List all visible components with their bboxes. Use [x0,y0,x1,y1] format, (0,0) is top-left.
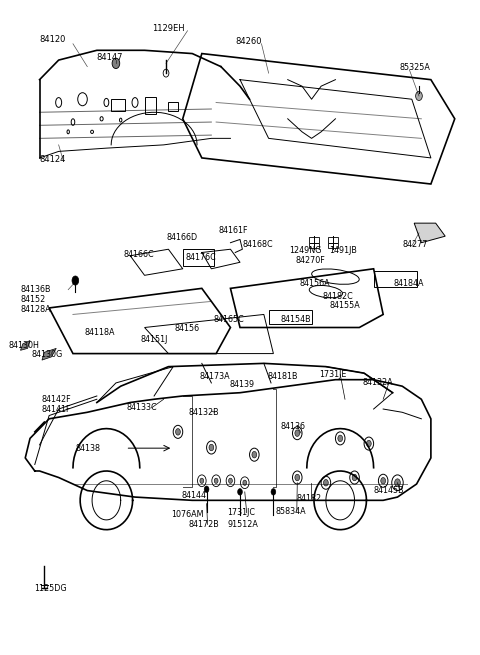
Text: 84130H: 84130H [8,341,39,350]
Circle shape [112,58,120,69]
Circle shape [243,480,247,485]
Text: 84147: 84147 [97,53,123,62]
Circle shape [271,489,276,495]
Bar [111,99,125,111]
Circle shape [72,276,79,285]
Text: 84270F: 84270F [295,256,325,265]
Text: 84155A: 84155A [330,301,360,310]
Text: 84181B: 84181B [268,372,298,381]
Text: 84182: 84182 [296,494,322,503]
Text: 84133C: 84133C [126,403,157,412]
Text: 1076AM: 1076AM [171,510,204,519]
Circle shape [381,477,385,484]
Text: 84176C: 84176C [185,253,216,261]
Circle shape [338,435,343,441]
Bar [269,310,312,324]
Text: 84156: 84156 [174,324,199,333]
Text: 1731JC: 1731JC [228,508,255,517]
Circle shape [252,451,257,458]
Text: 84152: 84152 [21,295,46,304]
Text: 84156A: 84156A [300,278,330,288]
Polygon shape [42,348,56,360]
Text: 84182C: 84182C [322,291,353,301]
Text: 84130G: 84130G [32,350,63,360]
Bar [183,250,214,265]
Text: 84260: 84260 [235,37,262,47]
Circle shape [352,474,357,481]
Text: 84120: 84120 [39,35,66,44]
Text: 84124: 84124 [39,155,66,164]
Text: 84173A: 84173A [199,372,230,381]
Text: 84166D: 84166D [166,233,197,242]
Text: 84166C: 84166C [123,250,154,259]
Circle shape [176,428,180,435]
Text: 84118A: 84118A [85,328,115,337]
Text: 84277: 84277 [402,240,428,248]
Text: 85325A: 85325A [400,64,431,73]
Circle shape [416,92,422,100]
Circle shape [238,489,242,495]
Bar [328,238,338,248]
Circle shape [324,479,328,486]
Text: 84151J: 84151J [141,335,168,344]
Bar [309,238,319,248]
Text: 1129EH: 1129EH [152,24,184,33]
Text: 84141F: 84141F [42,405,72,413]
Text: 84138: 84138 [75,443,100,453]
Text: 84168C: 84168C [242,240,273,248]
Bar [168,102,178,111]
Circle shape [209,444,214,451]
Text: 84184A: 84184A [394,278,424,288]
Text: 1731JE: 1731JE [319,370,346,379]
Text: 84132B: 84132B [189,408,219,417]
Circle shape [295,474,300,481]
Text: 1249NG: 1249NG [289,246,322,255]
Circle shape [366,440,371,447]
Circle shape [228,478,232,483]
Bar [144,97,156,113]
Text: 84154B: 84154B [281,314,311,324]
Circle shape [214,478,218,483]
Text: 84136: 84136 [281,422,306,431]
Bar [373,271,417,287]
Text: 84128A: 84128A [21,305,51,314]
Text: 1125DG: 1125DG [34,584,66,593]
Text: 84161F: 84161F [218,227,248,235]
Text: 85834A: 85834A [276,507,306,516]
Text: 84136B: 84136B [21,285,51,294]
Circle shape [204,486,209,493]
Polygon shape [21,341,30,350]
Polygon shape [414,223,445,243]
Text: 84132A: 84132A [363,379,393,388]
Text: 91512A: 91512A [228,520,258,529]
Circle shape [200,478,204,483]
Text: 1491JB: 1491JB [329,246,357,255]
Text: 84139: 84139 [229,380,254,389]
Text: 84172B: 84172B [189,520,219,529]
Circle shape [295,430,300,436]
Circle shape [395,479,400,487]
Text: 84145B: 84145B [373,486,404,495]
Text: 84165C: 84165C [214,314,244,324]
Text: 84144: 84144 [182,491,207,500]
Text: 84142F: 84142F [42,395,72,403]
